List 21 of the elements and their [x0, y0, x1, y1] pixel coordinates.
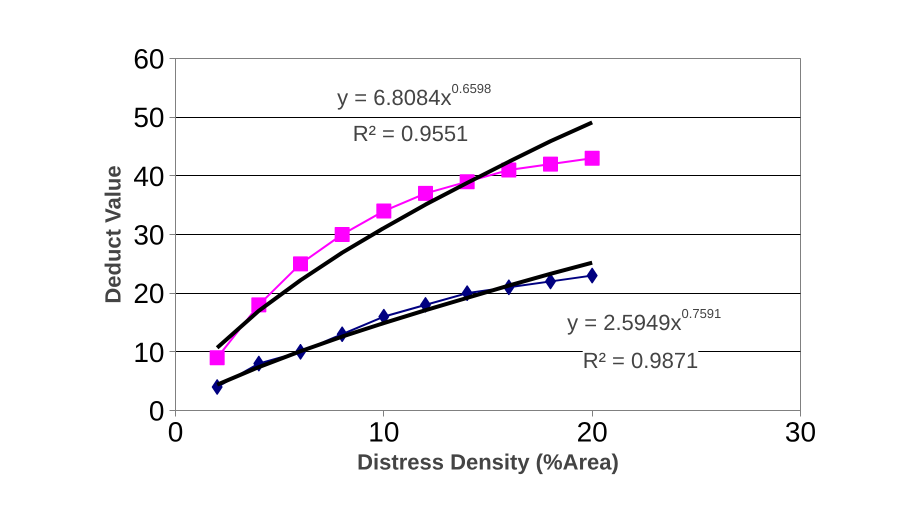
y-tick-label: 0: [148, 396, 165, 426]
y-tick-label: 60: [133, 44, 165, 74]
y-tick-label: 50: [133, 102, 165, 134]
point: [334, 227, 350, 242]
annotation: R² = 0.9871: [582, 348, 698, 373]
point: [210, 350, 225, 366]
point: [376, 204, 392, 219]
annotation: R² = 0.9551: [352, 121, 468, 146]
point: [293, 256, 308, 272]
point: [543, 156, 558, 172]
x-tick-label: 20: [576, 416, 608, 448]
y-tick-label: 10: [133, 336, 165, 368]
x-axis-title: Distress Density (%Area): [357, 450, 619, 474]
point: [418, 186, 433, 201]
y-tick-label: 40: [133, 160, 165, 192]
x-tick-label: 30: [784, 416, 816, 448]
point: [584, 150, 600, 166]
y-axis-title: Deduct Value: [100, 165, 126, 304]
y-tick-label: 20: [133, 278, 165, 310]
x-tick-label: 10: [368, 416, 400, 448]
y-tick-label: 30: [133, 220, 165, 250]
